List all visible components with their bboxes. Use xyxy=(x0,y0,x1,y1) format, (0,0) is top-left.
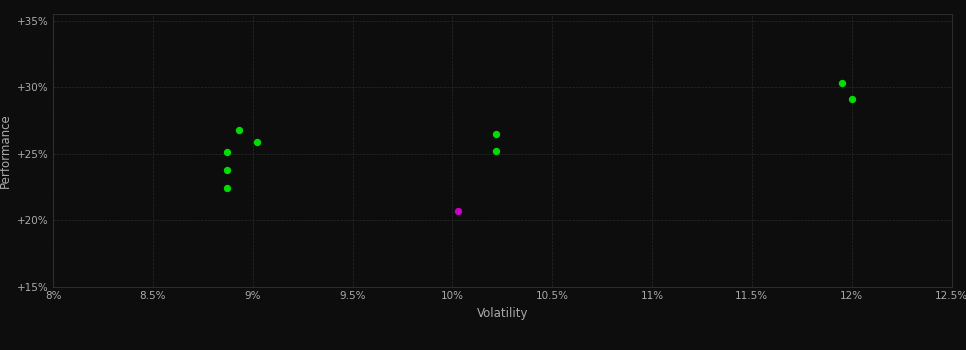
X-axis label: Volatility: Volatility xyxy=(476,307,528,320)
Point xyxy=(249,139,265,145)
Point xyxy=(219,150,235,155)
Point xyxy=(834,80,849,86)
Point xyxy=(489,131,504,136)
Point xyxy=(844,97,860,102)
Point xyxy=(451,208,467,214)
Y-axis label: Performance: Performance xyxy=(0,113,12,188)
Point xyxy=(489,148,504,154)
Point xyxy=(219,186,235,191)
Point xyxy=(219,167,235,173)
Point xyxy=(231,127,246,133)
